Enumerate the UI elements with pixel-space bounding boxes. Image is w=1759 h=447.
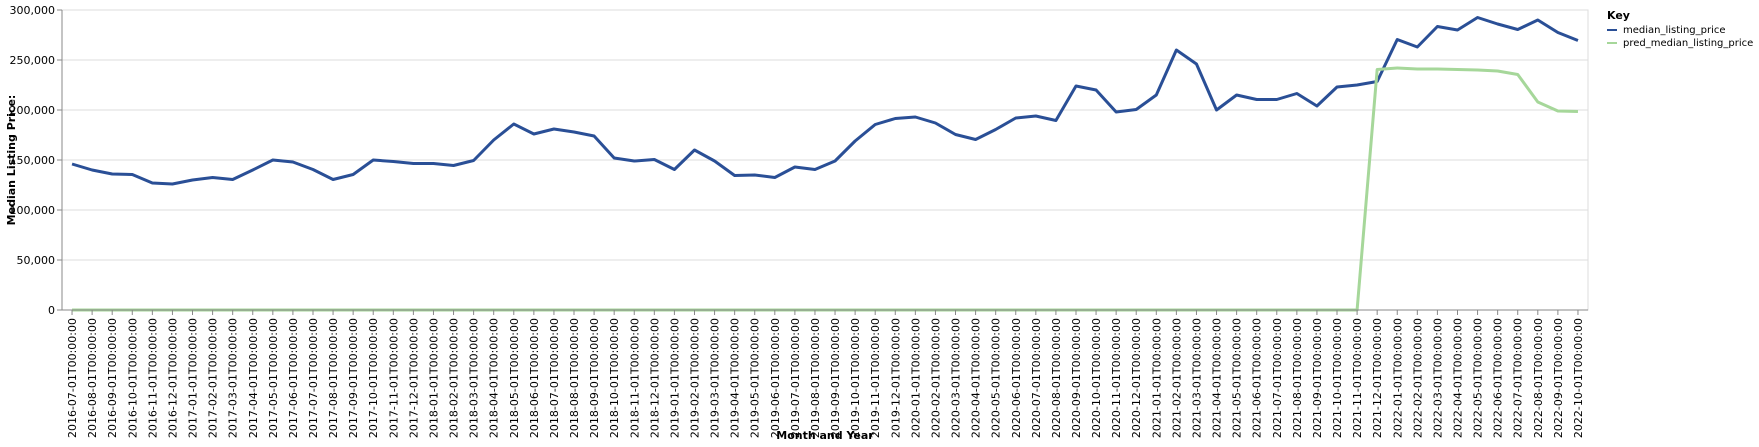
legend-label: pred_median_listing_price — [1623, 38, 1753, 49]
x-tick-label: 2017-09-01T00:00:00 — [347, 318, 360, 438]
x-tick-label: 2019-04-01T00:00:00 — [729, 318, 742, 438]
x-tick-label: 2016-08-01T00:00:00 — [86, 318, 99, 438]
y-tick-label: 200,000 — [10, 104, 56, 117]
x-tick-label: 2017-10-01T00:00:00 — [367, 318, 380, 438]
x-tick-label: 2022-06-01T00:00:00 — [1492, 318, 1505, 438]
x-tick-label: 2017-01-01T00:00:00 — [187, 318, 200, 438]
legend-title: Key — [1607, 9, 1630, 22]
x-tick-label: 2019-11-01T00:00:00 — [869, 318, 882, 438]
x-tick-label: 2018-10-01T00:00:00 — [608, 318, 621, 438]
x-tick-label: 2017-05-01T00:00:00 — [267, 318, 280, 438]
x-tick-label: 2019-08-01T00:00:00 — [809, 318, 822, 438]
x-tick-label: 2019-03-01T00:00:00 — [709, 318, 722, 438]
y-tick-label: 100,000 — [10, 204, 56, 217]
x-tick-label: 2018-01-01T00:00:00 — [427, 318, 440, 438]
x-tick-label: 2020-05-01T00:00:00 — [990, 318, 1003, 438]
x-axis-ticks: 2016-07-01T00:00:00 2016-08-01T00:00:00 20… — [66, 310, 1585, 438]
legend-label: median_listing_price — [1623, 25, 1726, 36]
x-tick-label: 2020-07-01T00:00:00 — [1030, 318, 1043, 438]
x-tick-label: 2016-09-01T00:00:00 — [106, 318, 119, 438]
y-tick-label: 50,000 — [17, 254, 56, 267]
x-tick-label: 2021-01-01T00:00:00 — [1150, 318, 1163, 438]
series-line-pred-median-listing-price — [72, 66, 1578, 312]
x-tick-label: 2020-03-01T00:00:00 — [950, 318, 963, 438]
y-axis-ticks: 0 50,000 100,000 150,000 200,000 250,000 300,0… — [10, 4, 62, 317]
y-axis-title: Median Listing Price: — [5, 95, 18, 226]
x-tick-label: 2018-07-01T00:00:00 — [548, 318, 561, 438]
x-tick-label: 2017-03-01T00:00:00 — [227, 318, 240, 438]
x-tick-label: 2019-05-01T00:00:00 — [749, 318, 762, 438]
x-tick-label: 2017-02-01T00:00:00 — [207, 318, 220, 438]
x-tick-label: 2017-12-01T00:00:00 — [407, 318, 420, 438]
x-tick-label: 2019-06-01T00:00:00 — [769, 318, 782, 438]
x-tick-label: 2021-06-01T00:00:00 — [1251, 318, 1264, 438]
x-tick-label: 2022-04-01T00:00:00 — [1451, 318, 1464, 438]
legend-items: median_listing_price pred_median_listing_… — [1607, 25, 1753, 49]
x-tick-label: 2018-04-01T00:00:00 — [488, 318, 501, 438]
x-tick-label: 2021-09-01T00:00:00 — [1311, 318, 1324, 438]
x-tick-label: 2018-08-01T00:00:00 — [568, 318, 581, 438]
x-tick-label: 2018-02-01T00:00:00 — [448, 318, 461, 438]
x-tick-label: 2018-06-01T00:00:00 — [528, 318, 541, 438]
y-tick-label: 300,000 — [10, 4, 56, 17]
x-tick-label: 2018-03-01T00:00:00 — [468, 318, 481, 438]
x-tick-label: 2020-09-01T00:00:00 — [1070, 318, 1083, 438]
x-tick-label: 2017-06-01T00:00:00 — [287, 318, 300, 438]
x-tick-label: 2020-10-01T00:00:00 — [1090, 318, 1103, 438]
x-tick-label: 2016-10-01T00:00:00 — [126, 318, 139, 438]
y-tick-label: 0 — [48, 304, 55, 317]
x-axis-title: Month and Year — [776, 429, 874, 442]
x-tick-label: 2021-05-01T00:00:00 — [1231, 318, 1244, 438]
x-tick-label: 2019-02-01T00:00:00 — [688, 318, 701, 438]
x-tick-label: 2021-02-01T00:00:00 — [1170, 318, 1183, 438]
x-tick-label: 2020-06-01T00:00:00 — [1010, 318, 1023, 438]
x-tick-label: 2019-01-01T00:00:00 — [668, 318, 681, 438]
x-tick-label: 2016-12-01T00:00:00 — [166, 318, 179, 438]
legend: Key median_listing_price pred_median_list… — [1607, 9, 1753, 49]
x-tick-label: 2018-12-01T00:00:00 — [648, 318, 661, 438]
x-tick-label: 2021-12-01T00:00:00 — [1371, 318, 1384, 438]
x-tick-label: 2022-03-01T00:00:00 — [1431, 318, 1444, 438]
x-tick-label: 2021-03-01T00:00:00 — [1190, 318, 1203, 438]
x-tick-label: 2017-11-01T00:00:00 — [387, 318, 400, 438]
series-lines — [71, 16, 1579, 312]
x-tick-label: 2022-10-01T00:00:00 — [1572, 318, 1585, 438]
x-tick-label: 2021-04-01T00:00:00 — [1211, 318, 1224, 438]
x-tick-label: 2019-07-01T00:00:00 — [789, 318, 802, 438]
x-tick-label: 2017-07-01T00:00:00 — [307, 318, 320, 438]
x-tick-label: 2019-12-01T00:00:00 — [889, 318, 902, 438]
x-tick-label: 2017-08-01T00:00:00 — [327, 318, 340, 438]
x-tick-label: 2022-01-01T00:00:00 — [1391, 318, 1404, 438]
x-tick-label: 2020-12-01T00:00:00 — [1130, 318, 1143, 438]
x-tick-label: 2020-04-01T00:00:00 — [970, 318, 983, 438]
x-tick-label: 2021-10-01T00:00:00 — [1331, 318, 1344, 438]
x-tick-label: 2017-04-01T00:00:00 — [247, 318, 260, 438]
grid-lines — [62, 9, 1588, 311]
x-tick-label: 2021-07-01T00:00:00 — [1271, 318, 1284, 438]
x-tick-label: 2020-08-01T00:00:00 — [1050, 318, 1063, 438]
x-tick-label: 2020-02-01T00:00:00 — [929, 318, 942, 438]
x-tick-label: 2018-05-01T00:00:00 — [508, 318, 521, 438]
x-tick-label: 2019-10-01T00:00:00 — [849, 318, 862, 438]
x-tick-label: 2021-08-01T00:00:00 — [1291, 318, 1304, 438]
x-tick-label: 2018-11-01T00:00:00 — [628, 318, 641, 438]
y-tick-label: 250,000 — [10, 54, 56, 67]
y-tick-label: 150,000 — [10, 154, 56, 167]
x-tick-label: 2019-09-01T00:00:00 — [829, 318, 842, 438]
x-tick-label: 2020-11-01T00:00:00 — [1110, 318, 1123, 438]
series-line-median-listing-price — [71, 16, 1579, 186]
x-tick-label: 2022-09-01T00:00:00 — [1552, 318, 1565, 438]
x-tick-label: 2016-11-01T00:00:00 — [146, 318, 159, 438]
x-tick-label: 2022-08-01T00:00:00 — [1532, 318, 1545, 438]
x-tick-label: 2022-05-01T00:00:00 — [1472, 318, 1485, 438]
x-tick-label: 2018-09-01T00:00:00 — [588, 318, 601, 438]
x-tick-label: 2020-01-01T00:00:00 — [909, 318, 922, 438]
x-tick-label: 2021-11-01T00:00:00 — [1351, 318, 1364, 438]
x-tick-label: 2022-07-01T00:00:00 — [1512, 318, 1525, 438]
x-tick-label: 2016-07-01T00:00:00 — [66, 318, 79, 438]
x-tick-label: 2022-02-01T00:00:00 — [1411, 318, 1424, 438]
